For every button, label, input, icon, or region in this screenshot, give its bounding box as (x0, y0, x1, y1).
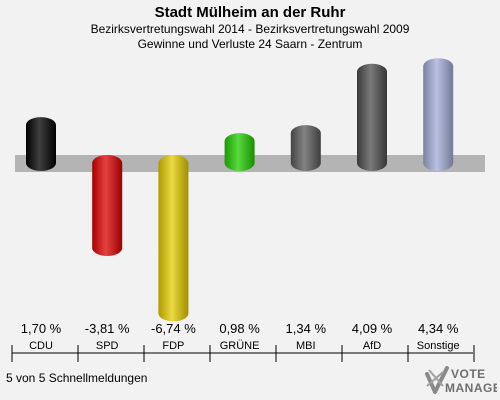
category-label: SPD (96, 340, 119, 352)
category-label: GRÜNE (220, 340, 260, 352)
category-label: MBI (296, 340, 316, 352)
bar-cdu (26, 117, 56, 171)
bar-fdp (158, 155, 189, 322)
chart-subtitle-election: Bezirksvertretungswahl 2014 - Bezirksver… (90, 22, 410, 36)
category-label: Sonstige (417, 340, 460, 352)
bars-group (26, 58, 454, 322)
bar-grüne (224, 133, 255, 171)
category-label: FDP (162, 340, 184, 352)
labels-group: 1,70 % CDU -3,81 % SPD -6,74 % FDP 0,98 % GRÜNE… (21, 321, 460, 352)
bar-afd (357, 63, 387, 171)
checkmark-x-icon (425, 366, 449, 394)
category-axis (11, 345, 475, 362)
value-label: -6,74 % (151, 321, 196, 336)
chart-titles: Stadt Mülheim an der Ruhr Bezirksvertret… (0, 4, 500, 52)
logo-text-vote: VOTE (451, 367, 486, 381)
logo-text-manager: MANAGER (445, 381, 497, 395)
value-label: 4,09 % (352, 321, 393, 336)
reports-count-note: 5 von 5 Schnellmeldungen (6, 371, 148, 385)
value-label: -3,81 % (85, 321, 130, 336)
category-label: AfD (363, 340, 381, 352)
value-label: 0,98 % (219, 321, 260, 336)
value-label: 4,34 % (418, 321, 459, 336)
category-label: CDU (29, 340, 53, 352)
bar-mbi (290, 125, 321, 171)
bar-spd (92, 155, 123, 256)
value-label: 1,70 % (21, 321, 62, 336)
chart-title: Stadt Mülheim an der Ruhr (154, 4, 346, 21)
votemanager-logo: VOTE MANAGER (425, 366, 497, 395)
bar-sonstige (423, 58, 454, 171)
value-label: 1,34 % (286, 321, 327, 336)
chart-subtitle-district: Gewinne und Verluste 24 Saarn - Zentrum (137, 37, 363, 51)
